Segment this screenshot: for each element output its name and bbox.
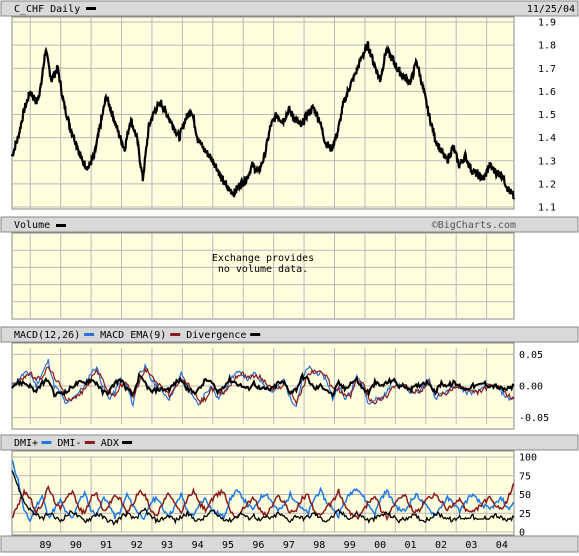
volume-legend-swatch	[56, 224, 66, 227]
legend-swatch	[41, 441, 52, 444]
volume-message-line2: no volume data.	[218, 264, 308, 275]
price-grid	[12, 17, 514, 209]
price-line	[10, 41, 516, 200]
legend-label: ADX	[101, 438, 119, 449]
price-series	[10, 41, 516, 200]
volume-message-line1: Exchange provides	[212, 253, 314, 264]
x-tick-label: 91	[100, 540, 112, 551]
price-panel	[11, 16, 515, 210]
volume-band	[0, 216, 579, 233]
dmi-panel	[11, 450, 515, 536]
dmi-band	[0, 434, 579, 451]
legend-label: MACD(12,26)	[14, 330, 80, 341]
price-y-tick-label: 1.9	[538, 18, 556, 29]
series-line-2	[11, 371, 515, 398]
x-tick-label: 93	[161, 540, 173, 551]
x-tick-label: 92	[131, 540, 143, 551]
y-tick-label: 0	[519, 528, 525, 539]
title-legend-swatch	[86, 7, 96, 10]
x-tick-label: 01	[405, 540, 417, 551]
x-tick-label: 95	[222, 540, 234, 551]
price-y-tick-label: 1.6	[538, 87, 556, 98]
y-tick-label: 100	[519, 453, 537, 464]
x-tick-label: 02	[435, 540, 447, 551]
y-tick-label: 50	[519, 490, 531, 501]
legend-swatch	[250, 333, 261, 336]
x-tick-label: 04	[496, 540, 508, 551]
legend-label: Divergence	[186, 330, 246, 341]
x-tick-label: 99	[344, 540, 356, 551]
dmi-series	[11, 459, 515, 526]
volume-label: Volume	[14, 220, 50, 231]
price-y-tick-label: 1.5	[538, 110, 556, 121]
macd-band	[0, 326, 579, 343]
volume-panel	[11, 232, 515, 320]
price-y-tick-label: 1.2	[538, 179, 556, 190]
series-line-1	[11, 482, 515, 522]
legend-swatch	[84, 333, 95, 336]
y-tick-label: 75	[519, 471, 531, 482]
dmi-legend: DMI+ DMI- ADX	[14, 438, 133, 449]
legend-swatch	[84, 441, 95, 444]
volume-grid	[12, 233, 514, 319]
y-tick-label: 0.05	[519, 350, 543, 361]
header-band	[0, 0, 579, 17]
legend-label: DMI+	[14, 438, 38, 449]
macd-y-ticks: 0.05 0.00 -0.05	[519, 350, 549, 424]
price-y-tick-label: 1.8	[538, 41, 556, 52]
dmi-y-ticks: 100 75 50 25 0	[519, 453, 537, 539]
x-tick-label: 98	[313, 540, 325, 551]
x-tick-label: 94	[192, 540, 204, 551]
legend-label: DMI-	[57, 438, 81, 449]
x-tick-label: 97	[283, 540, 295, 551]
x-tick-label: 90	[70, 540, 82, 551]
macd-legend: MACD(12,26) MACD EMA(9) Divergence	[14, 330, 261, 341]
y-tick-label: -0.05	[519, 413, 549, 424]
x-tick-label: 00	[374, 540, 386, 551]
price-y-tick-label: 1.7	[538, 64, 556, 75]
series-line-2	[11, 470, 515, 526]
watermark: ©BigCharts.com	[432, 220, 516, 231]
y-tick-label: 0.00	[519, 382, 543, 393]
x-axis-labels: 89 90 91 92 93 94 95 96 97 98 99 00 01 02 03 04	[39, 540, 507, 551]
price-y-tick-label: 1.3	[538, 156, 556, 167]
price-y-ticks: 1.1 1.2 1.3 1.4 1.5 1.6 1.7 1.8 1.9	[538, 18, 556, 214]
legend-swatch	[170, 333, 181, 336]
chart-title: C_CHF Daily	[14, 4, 80, 15]
x-tick-label: 89	[39, 540, 51, 551]
price-y-tick-label: 1.4	[538, 133, 556, 144]
y-tick-label: 25	[519, 509, 531, 520]
legend-label: MACD EMA(9)	[100, 330, 166, 341]
dmi-grid	[12, 456, 514, 533]
x-tick-label: 96	[252, 540, 264, 551]
legend-swatch	[122, 441, 133, 444]
macd-series	[11, 358, 515, 408]
price-y-tick-label: 1.1	[538, 203, 556, 214]
x-tick-label: 03	[465, 540, 477, 551]
x-axis-band	[0, 535, 579, 553]
chart-date: 11/25/04	[527, 4, 575, 15]
